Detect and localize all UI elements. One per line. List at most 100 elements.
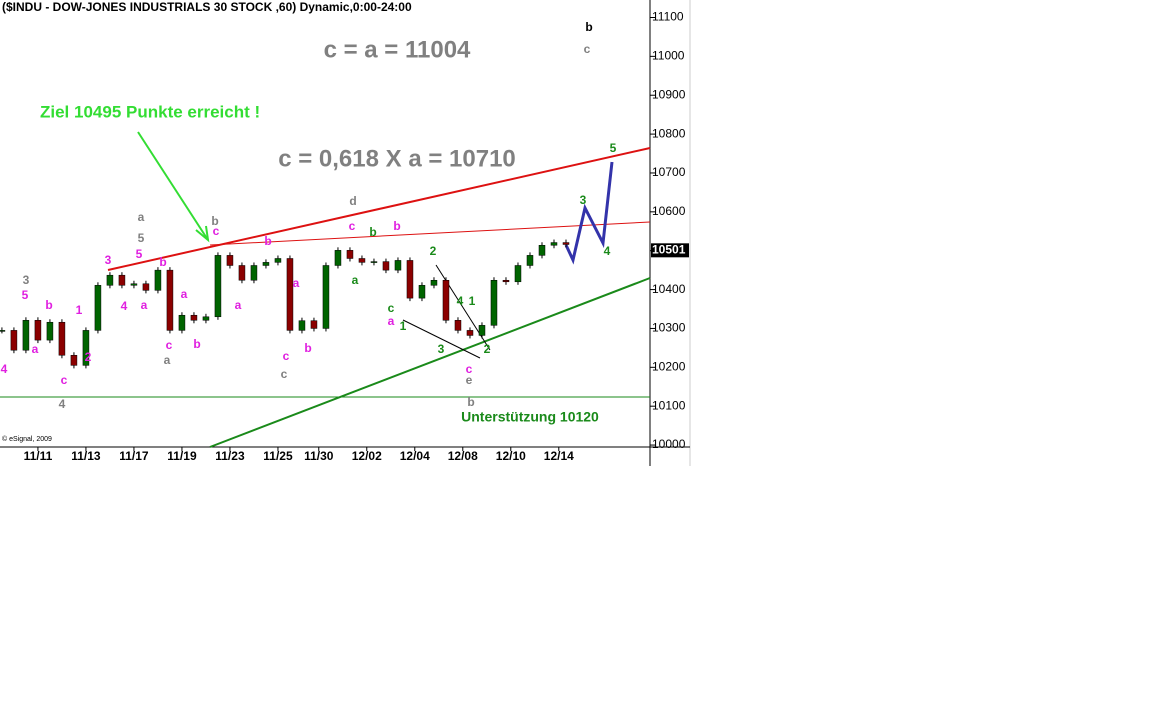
x-tick-label: 11/25: [263, 449, 293, 463]
wave-label: 5: [22, 288, 29, 302]
wave-label: 4: [604, 244, 611, 258]
wave-label: c: [281, 367, 288, 381]
wave-label: 3: [23, 273, 30, 287]
wave-label: c: [584, 42, 591, 56]
wave-label: 4: [59, 397, 66, 411]
candle: [58, 321, 66, 356]
candle: [214, 255, 222, 318]
wave-label: c: [166, 338, 173, 352]
wave-label: b: [193, 337, 200, 351]
y-tick-label: 11100: [652, 10, 684, 24]
candle: [154, 269, 162, 291]
candle: [130, 283, 138, 286]
wave-label: 3: [105, 253, 112, 267]
wave-label: b: [369, 225, 376, 239]
candle: [238, 265, 246, 281]
candle: [178, 314, 186, 331]
candle: [10, 330, 18, 351]
wave-label: a: [388, 314, 395, 328]
wave-label: a: [141, 298, 148, 312]
x-tick-label: 12/10: [496, 449, 526, 463]
x-tick-label: 11/13: [71, 449, 101, 463]
candle: [82, 330, 90, 366]
candle: [502, 279, 510, 283]
candle: [550, 242, 558, 246]
x-tick-label: 11/19: [167, 449, 197, 463]
x-tick-label: 11/17: [119, 449, 149, 463]
wave-label: b: [211, 214, 218, 228]
y-tick-label: 11000: [652, 49, 685, 63]
target-note: Ziel 10495 Punkte erreicht !: [40, 102, 260, 121]
y-tick-label: 10300: [652, 321, 686, 335]
y-tick-label: 10000: [652, 437, 686, 451]
headline: c = a = 11004: [324, 36, 471, 63]
wave-label: b: [264, 234, 271, 248]
wave-label: c: [349, 219, 356, 233]
candle: [334, 250, 342, 266]
wave-label: e: [466, 373, 473, 387]
wave-label: a: [32, 342, 39, 356]
x-tick-label: 11/23: [215, 449, 245, 463]
candle: [166, 269, 174, 331]
candle: [514, 265, 522, 283]
candles: [0, 239, 570, 369]
wave-label: b: [393, 219, 400, 233]
candle: [286, 258, 294, 331]
last-value-box: [651, 243, 689, 258]
wave-label: b: [585, 20, 592, 34]
wave-label: a: [293, 276, 300, 290]
wave-label: c: [61, 373, 68, 387]
wave-label: a: [181, 287, 188, 301]
wave-label: 3: [580, 193, 587, 207]
wave-label: 3: [438, 342, 445, 356]
wave-label: d: [349, 194, 356, 208]
y-tick-label: 10600: [652, 204, 686, 218]
wave-label: b: [304, 341, 311, 355]
candle: [190, 314, 198, 321]
wave-label: 4: [1, 362, 8, 376]
candle: [442, 279, 450, 321]
resistance-line: [209, 221, 651, 246]
wave-label: b: [45, 298, 52, 312]
candle: [430, 279, 438, 286]
wave-label: 5: [136, 247, 143, 261]
candle: [70, 355, 78, 366]
wave-label: 4: [121, 299, 128, 313]
candle: [46, 321, 54, 341]
candle: [454, 320, 462, 331]
x-tick-label: 11/30: [304, 449, 334, 463]
candle: [466, 330, 474, 336]
candle: [310, 320, 318, 329]
wave-label: c: [466, 362, 473, 376]
wave-label: a: [235, 298, 242, 312]
wave-label: 2: [430, 244, 437, 258]
y-tick-label: 10800: [652, 126, 686, 140]
candle: [478, 325, 486, 336]
copyright: © eSignal, 2009: [2, 435, 52, 443]
wave-label: 1: [469, 294, 476, 308]
wedge-line: [402, 319, 481, 359]
candle: [94, 285, 102, 331]
wave-label: 2: [484, 342, 491, 356]
arrow: [137, 131, 209, 241]
candle: [418, 285, 426, 299]
candle: [370, 261, 378, 263]
wave-label: a: [164, 353, 171, 367]
headline: c = 0,618 X a = 10710: [278, 145, 516, 172]
wave-label: c: [213, 224, 220, 238]
y-tick-label: 10200: [652, 359, 686, 373]
candle: [526, 255, 534, 266]
x-tick-label: 12/04: [400, 449, 430, 463]
plot-area: [0, 0, 650, 447]
wave-label: 4: [457, 294, 464, 308]
candle: [274, 258, 282, 263]
candle: [490, 279, 498, 326]
candle: [298, 320, 306, 331]
candle: [322, 265, 330, 329]
candle: [562, 242, 570, 245]
upper-trendline: [107, 147, 651, 271]
candle: [202, 316, 210, 321]
candle: [22, 320, 30, 351]
